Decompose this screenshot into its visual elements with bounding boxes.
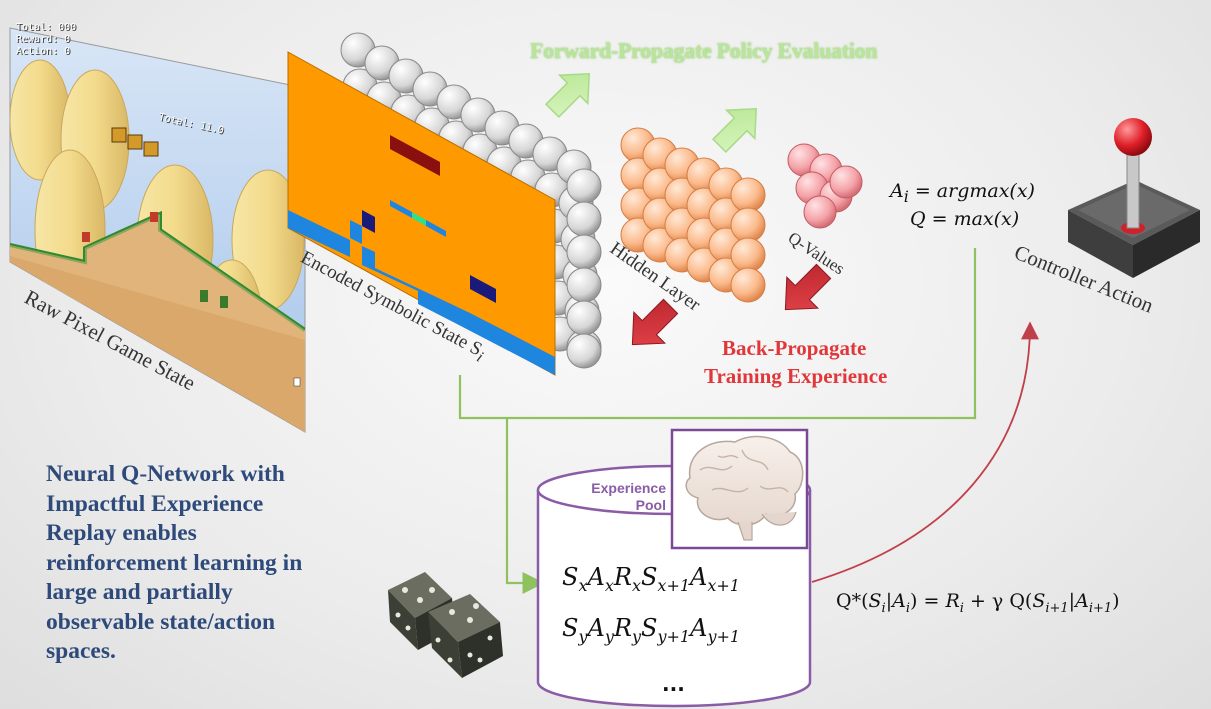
backward-arrow-1 <box>784 263 832 311</box>
seq-symbol: S <box>562 563 579 591</box>
brain-icon <box>670 428 809 550</box>
hidden-node <box>730 207 766 243</box>
experience-pool-line1: Experience <box>591 480 666 496</box>
seq-subscript: x+1 <box>657 575 691 595</box>
hidden-node <box>730 267 766 303</box>
caption-line: Neural Q-Network with <box>46 461 285 487</box>
input-node <box>566 201 602 237</box>
forward-propagate-label: Forward-Propagate Policy Evaluation <box>530 38 878 63</box>
equation-subscript: i <box>905 600 911 616</box>
equation-symbol: A <box>892 590 906 612</box>
seq-subscript: y+1 <box>657 626 691 646</box>
pool-row-2: SyAyRySy+1Ay+1 <box>562 614 740 646</box>
game-hud-line3: Action: 0 <box>16 46 71 57</box>
back-propagate-label-line1: Back-Propagate <box>722 336 867 360</box>
input-node <box>566 168 602 204</box>
seq-subscript: x+1 <box>707 575 740 595</box>
hidden-node <box>730 237 766 273</box>
equation-symbol: S <box>868 590 882 612</box>
dice-icon <box>388 572 503 678</box>
q-value-nodes <box>787 143 863 229</box>
equation-subscript: i+1 <box>1045 600 1069 616</box>
equation-symbol: S <box>1032 590 1046 612</box>
q-value-node <box>803 195 837 229</box>
caption-text: Neural Q-Network with Impactful Experien… <box>46 460 386 667</box>
q-max-equation: Q = max(x) <box>910 208 1020 230</box>
equation-text: Q*( <box>836 590 869 612</box>
seq-subscript: x <box>578 575 588 595</box>
game-hud-line2: Reward: 0 <box>16 34 71 45</box>
pool-to-controller-connector <box>811 321 1039 583</box>
seq-subscript: y+1 <box>707 626 741 646</box>
caption-line: observable state/action <box>46 608 276 635</box>
input-node <box>566 300 602 336</box>
seq-symbol: A <box>690 563 708 591</box>
action-subscript: i <box>903 186 909 206</box>
input-node <box>566 267 602 303</box>
forward-arrow-2 <box>712 107 758 153</box>
seq-symbol: S <box>641 614 658 642</box>
seq-symbol: S <box>562 614 579 642</box>
hidden-layer-nodes <box>620 127 766 303</box>
seq-subscript: y <box>631 626 642 646</box>
game-hud-line1: Total: 000 <box>16 22 77 33</box>
caption-line: spaces. <box>46 638 116 664</box>
caption-line: large and partially <box>46 579 233 605</box>
action-equation: Ai = argmax(x) <box>890 180 1035 206</box>
equation-subscript: i+1 <box>1088 600 1113 616</box>
equation-symbol: R <box>945 590 960 612</box>
joystick-icon <box>1068 118 1200 278</box>
seq-subscript: x <box>604 575 614 595</box>
seq-subscript: x <box>631 575 641 595</box>
action-symbol: A <box>890 180 904 202</box>
equation-text: ) = <box>910 590 946 612</box>
equation-text: ) <box>1112 590 1120 612</box>
experience-pool-label: Experience Pool <box>570 480 666 514</box>
caption-line: Replay enables <box>46 520 197 546</box>
seq-symbol: A <box>690 614 708 642</box>
caption-line: Impactful Experience <box>46 490 264 517</box>
pool-input-connector <box>505 418 545 594</box>
backward-arrow-2 <box>631 298 679 346</box>
experience-pool-line2: Pool <box>635 497 666 513</box>
equation-text: | <box>1068 590 1076 612</box>
bellman-equation: Q*(Si|Ai) = Ri + γ Q(Si+1|Ai+1) <box>836 590 1120 616</box>
back-propagate-label-line2: Training Experience <box>704 364 888 388</box>
seq-subscript: y <box>578 626 588 646</box>
q-value-node <box>829 165 863 199</box>
equation-subscript: i <box>881 600 886 616</box>
equation-subscript: i <box>959 600 964 616</box>
input-node <box>566 333 602 369</box>
encoded-symbolic-state-grid <box>287 51 556 376</box>
pool-ellipsis: ... <box>662 672 685 696</box>
seq-symbol: R <box>613 614 632 642</box>
seq-symbol: S <box>640 563 658 591</box>
pool-row-1: SxAxRxSx+1Ax+1 <box>562 563 740 595</box>
seq-symbol: R <box>613 563 632 591</box>
equation-text: + γ Q( <box>963 590 1033 612</box>
seq-symbol: A <box>587 563 605 591</box>
hidden-node <box>730 177 766 213</box>
argmax-text: = argmax(x) <box>908 180 1035 202</box>
seq-symbol: A <box>587 614 605 642</box>
equation-text: | <box>885 590 893 612</box>
input-node <box>566 234 602 270</box>
forward-arrow-1 <box>545 72 591 118</box>
seq-subscript: y <box>604 626 614 646</box>
raw-pixel-game-screen <box>9 27 306 433</box>
caption-line: reinforcement learning in <box>46 549 303 576</box>
state-to-pool-connector <box>458 248 977 420</box>
equation-symbol: A <box>1075 590 1089 612</box>
